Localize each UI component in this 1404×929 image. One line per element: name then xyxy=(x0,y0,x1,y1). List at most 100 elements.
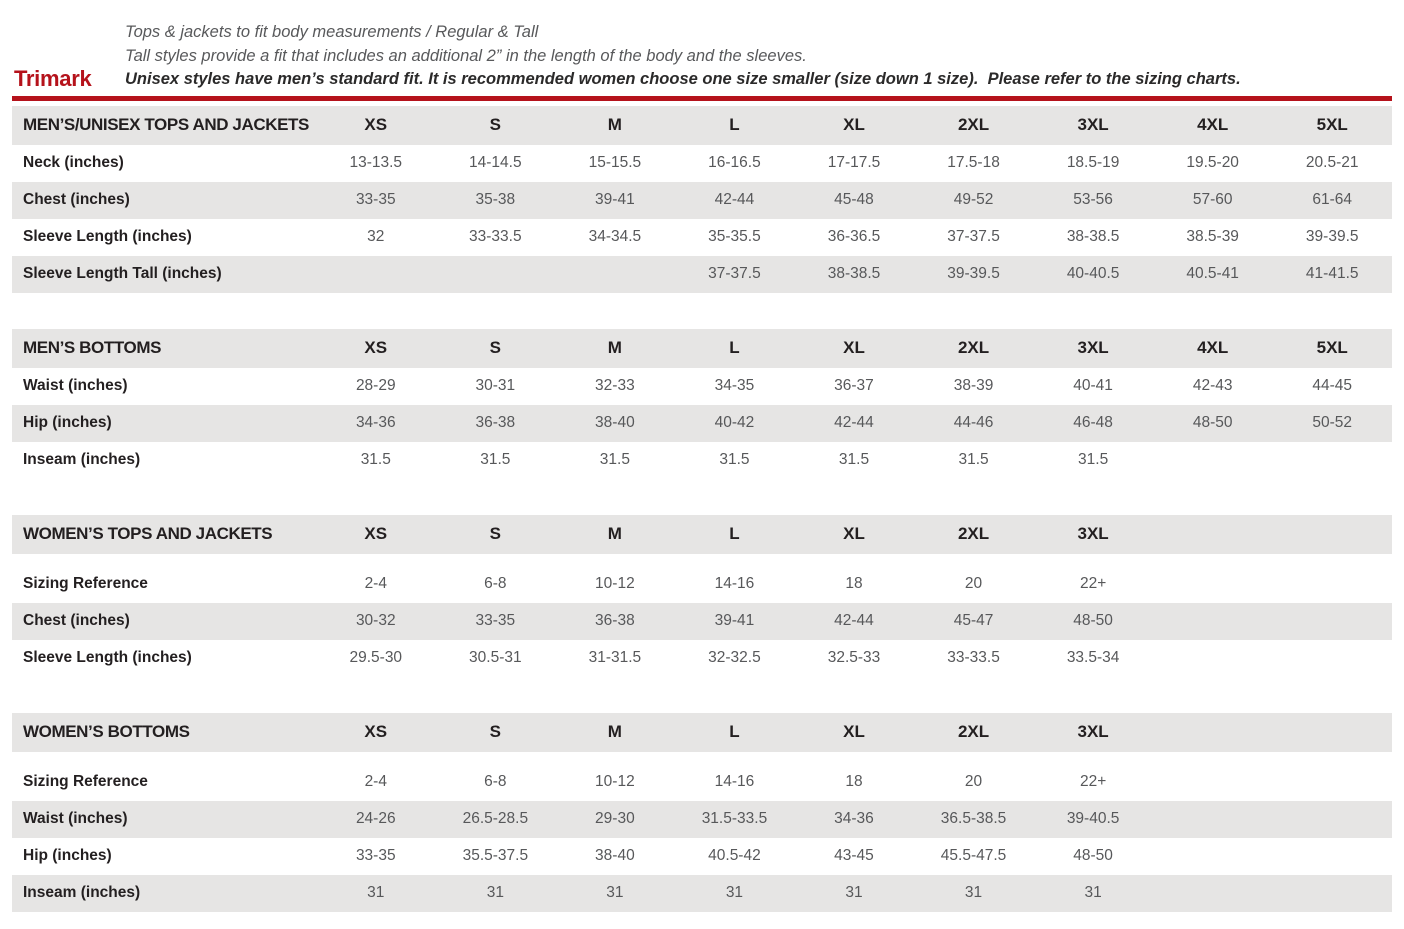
size-value: 31 xyxy=(1084,884,1102,901)
size-value: 33-33.5 xyxy=(469,228,522,245)
size-value: 26.5-28.5 xyxy=(462,810,529,827)
size-header-l: L xyxy=(729,722,740,741)
row-label: Sleeve Length Tall (inches) xyxy=(23,265,222,282)
size-value: 39-41 xyxy=(595,191,635,208)
size-value: 38-38.5 xyxy=(1066,228,1120,245)
table-row: Chest (inches) 30-32 33-35 36-38 39-41 42-44 4… xyxy=(12,602,1392,640)
size-header-m: M xyxy=(607,524,622,543)
size-value: 34-34.5 xyxy=(588,228,642,245)
table-row: Inseam (inches) 31 31 31 31 31 31 31 xyxy=(12,874,1392,912)
size-value: 34-35 xyxy=(714,377,755,394)
row-label: Hip (inches) xyxy=(23,414,112,431)
size-value: 18 xyxy=(845,773,863,790)
size-value: 33-35 xyxy=(475,612,516,629)
size-header-s: S xyxy=(489,115,501,134)
size-value: 38-39 xyxy=(953,377,994,394)
size-value: 20 xyxy=(964,575,983,592)
size-value: 18 xyxy=(845,575,863,592)
row-label: Sizing Reference xyxy=(23,773,148,790)
size-value: 44-46 xyxy=(953,414,994,431)
size-value: 22+ xyxy=(1079,575,1107,592)
size-value: 36-38 xyxy=(595,612,635,629)
size-header-xs: XS xyxy=(364,115,388,134)
size-value: 10-12 xyxy=(595,575,635,592)
size-header-3xl: 3XL xyxy=(1077,524,1109,543)
size-value: 45-48 xyxy=(834,191,874,208)
size-value: 45-47 xyxy=(953,612,994,629)
size-value: 38.5-39 xyxy=(1186,228,1239,245)
size-header-2xl: 2XL xyxy=(957,524,990,543)
size-value: 33.5-34 xyxy=(1066,649,1120,666)
size-value: 33-35 xyxy=(355,191,396,208)
size-value: 44-45 xyxy=(1312,377,1353,394)
row-label: Waist (inches) xyxy=(23,810,128,827)
size-header-xs: XS xyxy=(364,338,388,357)
table-header-row: MEN’S/UNISEX TOPS AND JACKETS XS S M L XL 2XL 3… xyxy=(12,105,1392,145)
size-value: 38-40 xyxy=(595,414,635,431)
size-value: 22+ xyxy=(1079,773,1107,790)
size-value: 36-37 xyxy=(834,377,874,394)
table-title: WOMEN’S TOPS AND JACKETS xyxy=(23,524,273,543)
row-label: Sleeve Length (inches) xyxy=(23,228,192,245)
size-value: 2-4 xyxy=(364,575,387,592)
size-value: 31 xyxy=(725,884,744,901)
size-header-5xl: 5XL xyxy=(1316,115,1348,134)
intro-line-fit: Tops & jackets to fit body measurements … xyxy=(125,23,539,41)
size-value: 45.5-47.5 xyxy=(940,847,1007,864)
table-header-row: WOMEN’S TOPS AND JACKETS XS S M L XL 2XL 3XL xyxy=(12,514,1392,554)
size-header-l: L xyxy=(729,524,740,543)
size-value: 10-12 xyxy=(595,773,635,790)
tables: MEN’S/UNISEX TOPS AND JACKETS XS S M L XL 2XL 3… xyxy=(12,105,1392,912)
row-label: Hip (inches) xyxy=(23,847,112,864)
row-label: Chest (inches) xyxy=(23,612,130,629)
size-value: 31.5 xyxy=(360,451,391,468)
size-value: 35.5-37.5 xyxy=(462,847,529,864)
intro-notes: Tops & jackets to fit body measurements … xyxy=(125,21,1241,92)
size-value: 6-8 xyxy=(484,575,507,592)
size-value: 34-36 xyxy=(834,810,874,827)
size-header-xl: XL xyxy=(843,722,865,741)
size-value: 39-41 xyxy=(714,612,755,629)
row-label: Sleeve Length (inches) xyxy=(23,649,192,666)
size-value: 20 xyxy=(964,773,983,790)
page-header: Trimark Tops & jackets to fit body measu… xyxy=(0,0,1404,96)
size-value: 18.5-19 xyxy=(1066,154,1120,171)
size-table-0: MEN’S/UNISEX TOPS AND JACKETS XS S M L XL 2XL 3… xyxy=(12,105,1392,293)
intro-line-unisex: Unisex styles have men’s standard fit. I… xyxy=(125,70,1241,88)
size-value: 2-4 xyxy=(364,773,387,790)
size-header-2xl: 2XL xyxy=(957,115,990,134)
size-value: 40-40.5 xyxy=(1066,265,1120,282)
size-value: 30-31 xyxy=(475,377,516,394)
size-header-m: M xyxy=(607,722,622,741)
brand-logo: Trimark xyxy=(14,66,92,91)
size-header-xl: XL xyxy=(843,338,865,357)
size-value: 31.5 xyxy=(1078,451,1109,468)
table-row: Hip (inches) 34-36 36-38 38-40 40-42 42-44 44-… xyxy=(12,404,1392,442)
header-gap-spacer xyxy=(12,751,1392,764)
size-header-m: M xyxy=(607,115,622,134)
table-header-row: MEN’S BOTTOMS XS S M L XL 2XL 3XL 4XL 5XL xyxy=(12,328,1392,368)
size-value: 32-32.5 xyxy=(708,649,761,666)
size-value: 42-44 xyxy=(834,612,874,629)
size-value: 42-43 xyxy=(1192,377,1233,394)
size-table-2: WOMEN’S TOPS AND JACKETS XS S M L XL 2XL 3XL Siz… xyxy=(12,514,1392,677)
table-title: MEN’S BOTTOMS xyxy=(23,338,162,357)
size-header-s: S xyxy=(489,722,501,741)
table-header-row: WOMEN’S BOTTOMS XS S M L XL 2XL 3XL xyxy=(12,712,1392,752)
size-table-1: MEN’S BOTTOMS XS S M L XL 2XL 3XL 4XL 5XL Waist (i… xyxy=(12,328,1392,479)
size-value: 31.5-33.5 xyxy=(701,810,768,827)
size-value: 43-45 xyxy=(834,847,874,864)
size-header-3xl: 3XL xyxy=(1077,115,1109,134)
size-value: 17-17.5 xyxy=(827,154,881,171)
size-value: 28-29 xyxy=(355,377,396,394)
size-value: 39-39.5 xyxy=(947,265,1000,282)
size-value: 30-32 xyxy=(355,612,396,629)
size-value: 16-16.5 xyxy=(708,154,761,171)
size-value: 14-16 xyxy=(714,773,755,790)
size-value: 29.5-30 xyxy=(349,649,403,666)
size-value: 19.5-20 xyxy=(1186,154,1239,171)
size-value: 31 xyxy=(367,884,385,901)
size-header-xl: XL xyxy=(843,115,865,134)
size-value: 36.5-38.5 xyxy=(940,810,1007,827)
size-value: 61-64 xyxy=(1312,191,1353,208)
